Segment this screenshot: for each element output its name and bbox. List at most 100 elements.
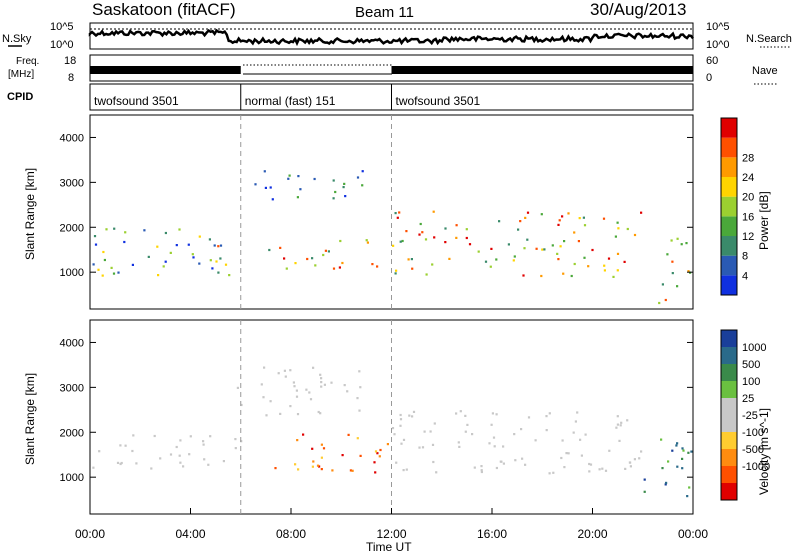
velocity-cell: [480, 470, 483, 474]
velocity-cell: [584, 433, 587, 436]
velocity-cell: [316, 464, 320, 467]
velocity-cell: [294, 463, 297, 466]
freq-tick-top: 18: [64, 55, 76, 67]
power-cell: [658, 301, 661, 305]
velocity-cell: [681, 447, 684, 450]
colorbar-tick-label: 1000: [742, 342, 766, 354]
velocity-cell: [572, 431, 575, 434]
velocity-cell: [466, 423, 469, 426]
colorbar-tick-label: 20: [742, 192, 754, 204]
velocity-cell: [386, 443, 389, 446]
velocity-cell: [178, 454, 181, 457]
power-cell: [361, 170, 364, 173]
power-cell: [264, 186, 267, 189]
colorbar-swatch: [721, 432, 737, 449]
colorbar-swatch: [721, 415, 737, 432]
power-cell: [526, 211, 530, 214]
power-cell: [670, 239, 673, 242]
power-cell: [587, 265, 590, 268]
power-cell: [513, 255, 516, 258]
velocity-cell: [402, 438, 406, 441]
colorbar-swatch: [721, 236, 737, 256]
range-tick-label: 3000: [60, 382, 84, 394]
power-cell: [535, 247, 538, 250]
power-cell: [279, 246, 282, 249]
colorbar-swatch: [721, 275, 737, 295]
velocity-cell: [376, 452, 379, 455]
velocity-cell: [359, 386, 362, 389]
power-cell: [616, 221, 619, 224]
power-cell: [399, 240, 402, 243]
power-cell: [97, 268, 100, 271]
velocity-cell: [351, 469, 354, 472]
power-cell: [105, 228, 108, 231]
power-cell: [507, 243, 510, 246]
power-cell: [332, 267, 336, 270]
power-cell: [356, 176, 360, 179]
velocity-cell: [493, 445, 496, 448]
velocity-cell: [432, 460, 435, 464]
colorbar-swatch: [721, 177, 737, 197]
velocity-cell: [359, 454, 362, 457]
power-cell: [213, 244, 216, 247]
power-cell: [687, 270, 690, 273]
colorbar-swatch: [721, 347, 737, 364]
power-cell: [570, 274, 573, 278]
velocity-cell: [159, 457, 162, 460]
power-cell: [490, 247, 493, 250]
colorbar-tick-label: -500: [742, 444, 764, 456]
power-cell: [526, 238, 529, 241]
colorbar-swatch: [721, 255, 737, 276]
velocity-cell: [320, 381, 323, 384]
velocity-cell: [262, 396, 265, 399]
velocity-cell: [633, 458, 636, 461]
velocity-cell: [676, 465, 679, 468]
velocity-cell: [234, 438, 237, 441]
power-colorbar-label: Power [dB]: [757, 191, 771, 250]
power-cell: [332, 179, 335, 182]
power-cell: [371, 263, 374, 266]
range-tick-label: 4000: [60, 132, 84, 144]
power-cell: [198, 235, 201, 238]
velocity-cell: [495, 466, 498, 470]
velocity-cell: [502, 445, 505, 448]
power-cell: [410, 258, 413, 261]
power-cell: [396, 216, 399, 219]
power-cell: [444, 227, 447, 230]
velocity-cell: [471, 433, 474, 436]
time-tick-label: 20:00: [577, 527, 607, 541]
velocity-cell: [412, 410, 416, 413]
velocity-cell: [279, 412, 282, 415]
freq-tick-bottom: 8: [68, 72, 74, 84]
time-tick-label: 16:00: [477, 527, 507, 541]
power-cell: [517, 228, 520, 231]
range-tick-label: 4000: [60, 337, 84, 349]
velocity-yticks: 1000 2000 3000 4000: [60, 337, 693, 484]
colorbar-swatch: [721, 196, 737, 217]
velocity-cell: [681, 457, 684, 460]
velocity-cell: [132, 434, 135, 437]
velocity-cell: [320, 377, 323, 380]
colorbar-tick-label: 12: [742, 231, 754, 243]
colorbar-tick-label: 500: [742, 359, 760, 371]
power-cell: [424, 238, 428, 241]
velocity-cell: [399, 418, 403, 421]
velocity-cell: [263, 366, 266, 369]
power-cell: [633, 233, 637, 237]
power-cell: [418, 233, 421, 236]
power-cell: [339, 239, 342, 243]
colorbar-swatch: [721, 118, 737, 138]
power-cell: [338, 266, 341, 269]
velocity-cell: [574, 420, 577, 423]
velocity-cell: [349, 469, 352, 472]
power-cell: [178, 228, 181, 231]
velocity-cell: [284, 375, 287, 378]
power-cell: [208, 238, 211, 241]
noise-right-label: N.Search: [746, 33, 792, 45]
power-cell: [519, 220, 522, 223]
power-cell: [573, 231, 576, 234]
colorbar-tick-label: 4: [742, 270, 748, 282]
power-data: [92, 170, 692, 305]
velocity-cell: [421, 446, 425, 449]
velocity-cell: [373, 461, 376, 464]
